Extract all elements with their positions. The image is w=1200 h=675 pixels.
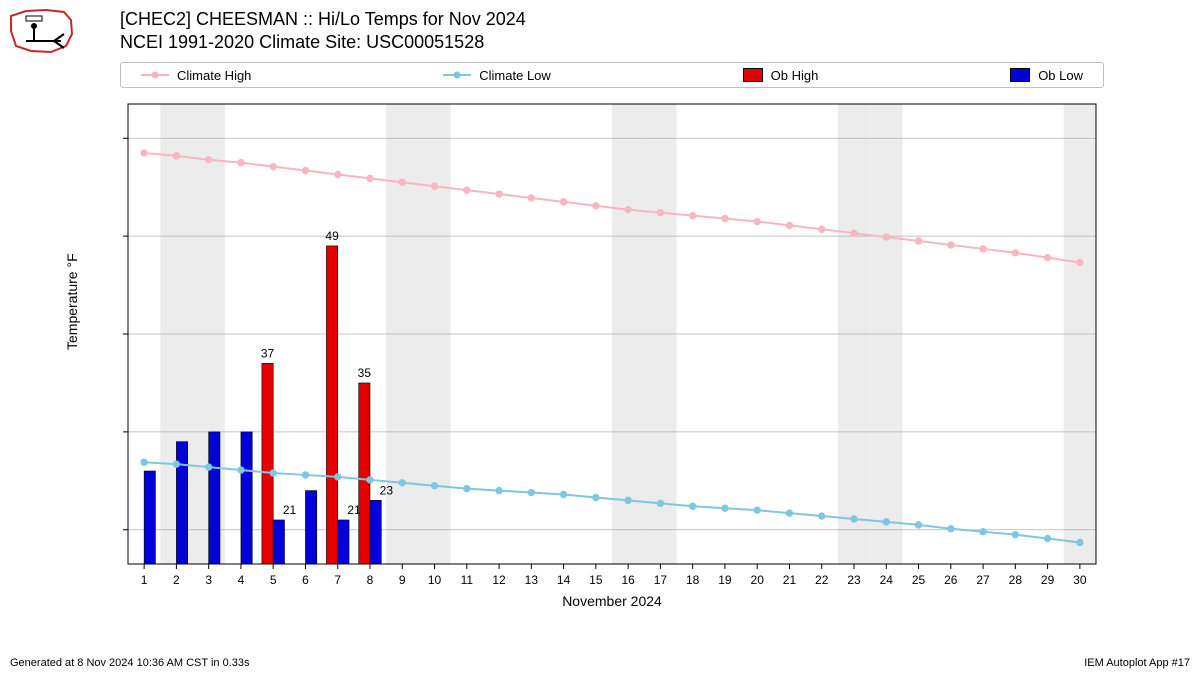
svg-text:November 2024: November 2024 xyxy=(562,593,662,609)
svg-text:27: 27 xyxy=(976,573,990,587)
svg-text:3: 3 xyxy=(205,573,212,587)
svg-text:23: 23 xyxy=(847,573,861,587)
chart-title: [CHEC2] CHEESMAN :: Hi/Lo Temps for Nov … xyxy=(120,8,526,55)
svg-text:8: 8 xyxy=(367,573,374,587)
svg-text:1: 1 xyxy=(141,573,148,587)
legend-label: Ob High xyxy=(771,68,819,83)
y-axis-label: Temperature °F xyxy=(64,253,80,350)
svg-text:11: 11 xyxy=(461,573,474,587)
svg-text:25: 25 xyxy=(912,573,926,587)
svg-text:23: 23 xyxy=(380,483,394,497)
svg-text:29: 29 xyxy=(1041,573,1055,587)
legend: Climate High Climate Low Ob High Ob Low xyxy=(120,62,1104,88)
svg-text:4: 4 xyxy=(238,573,245,587)
svg-text:15: 15 xyxy=(589,573,603,587)
svg-text:28: 28 xyxy=(1009,573,1023,587)
title-line-1: [CHEC2] CHEESMAN :: Hi/Lo Temps for Nov … xyxy=(120,8,526,31)
footer-app: IEM Autoplot App #17 xyxy=(1084,657,1190,669)
svg-text:24: 24 xyxy=(880,573,894,587)
legend-ob-high: Ob High xyxy=(743,68,819,83)
svg-text:30: 30 xyxy=(1073,573,1087,587)
svg-text:37: 37 xyxy=(261,346,275,360)
svg-text:12: 12 xyxy=(492,573,506,587)
svg-text:49: 49 xyxy=(325,229,339,243)
svg-text:7: 7 xyxy=(334,573,341,587)
svg-text:21: 21 xyxy=(283,503,297,517)
svg-text:19: 19 xyxy=(718,573,732,587)
svg-text:26: 26 xyxy=(944,573,958,587)
legend-label: Climate Low xyxy=(479,68,551,83)
legend-label: Ob Low xyxy=(1038,68,1083,83)
legend-label: Climate High xyxy=(177,68,251,83)
legend-ob-low: Ob Low xyxy=(1010,68,1083,83)
svg-text:6: 6 xyxy=(302,573,309,587)
svg-text:18: 18 xyxy=(686,573,700,587)
svg-text:22: 22 xyxy=(815,573,829,587)
svg-text:2: 2 xyxy=(173,573,180,587)
svg-text:5: 5 xyxy=(270,573,277,587)
footer-timestamp: Generated at 8 Nov 2024 10:36 AM CST in … xyxy=(10,657,250,669)
svg-text:21: 21 xyxy=(783,573,797,587)
iem-logo xyxy=(6,6,76,56)
svg-text:21: 21 xyxy=(347,503,361,517)
svg-text:16: 16 xyxy=(621,573,635,587)
svg-text:20: 20 xyxy=(751,573,765,587)
temperature-chart: 2030405060123456789101112131415161718192… xyxy=(120,94,1104,618)
svg-text:35: 35 xyxy=(358,366,372,380)
svg-text:13: 13 xyxy=(525,573,539,587)
svg-text:9: 9 xyxy=(399,573,406,587)
legend-climate-low: Climate Low xyxy=(443,68,551,83)
svg-text:10: 10 xyxy=(428,573,442,587)
svg-text:14: 14 xyxy=(557,573,571,587)
svg-text:17: 17 xyxy=(654,573,668,587)
legend-climate-high: Climate High xyxy=(141,68,251,83)
title-line-2: NCEI 1991-2020 Climate Site: USC00051528 xyxy=(120,31,526,54)
